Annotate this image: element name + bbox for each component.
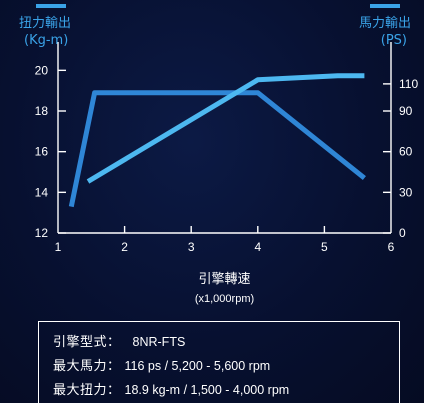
right-tick-label: 90 (399, 104, 413, 118)
x-tick-label: 1 (55, 240, 62, 254)
spec-row-max-power: 最大馬力： 116 ps / 5,200 - 5,600 rpm (53, 354, 399, 378)
horsepower-title-accent (370, 4, 400, 8)
left-tick-label: 20 (35, 63, 49, 77)
right-tick-label: 30 (399, 185, 413, 199)
axis-titles: 扭力輸出 (Kg-m) 馬力輸出 (PS) 引擎轉速 (x1,000rpm) (19, 4, 411, 305)
left-axis: 12 14 16 18 20 (35, 63, 66, 240)
left-tick-label: 16 (35, 145, 49, 159)
x-tick-label: 2 (121, 240, 128, 254)
engine-model-value: 8NR-FTS (132, 335, 186, 349)
torque-curve (68, 90, 366, 208)
horsepower-axis-title: 馬力輸出 (359, 16, 411, 31)
right-tick-label: 60 (399, 145, 413, 159)
series-layer (68, 73, 366, 208)
plot-frame (57, 42, 392, 234)
engine-model-label: 引擎型式： (53, 335, 121, 350)
right-tick-label: 0 (399, 226, 406, 240)
max-torque-label: 最大扭力： (53, 383, 121, 398)
torque-title-accent (36, 4, 66, 8)
x-tick-label: 6 (388, 240, 395, 254)
engine-spec-box: 引擎型式： 8NR-FTS 最大馬力： 116 ps / 5,200 - 5,600… (38, 321, 400, 403)
x-tick-label: 3 (188, 240, 195, 254)
horsepower-axis-unit: (PS) (381, 33, 407, 48)
x-tick-label: 5 (321, 240, 328, 254)
right-axis: 0 30 60 90 110 (383, 77, 418, 240)
spec-row-max-torque: 最大扭力： 18.9 kg-m / 1,500 - 4,000 rpm (53, 378, 399, 402)
left-tick-label: 14 (35, 185, 49, 199)
max-torque-value: 18.9 kg-m / 1,500 - 4,000 rpm (124, 383, 290, 397)
x-tick-label: 4 (254, 240, 261, 254)
right-tick-label: 110 (399, 77, 418, 91)
max-power-value: 116 ps / 5,200 - 5,600 rpm (124, 359, 271, 373)
x-axis: 1 2 3 4 5 6 (55, 226, 395, 254)
max-power-label: 最大馬力： (53, 359, 121, 374)
x-axis-title: 引擎轉速 (198, 272, 250, 287)
left-tick-label: 12 (35, 226, 49, 240)
x-axis-unit: (x1,000rpm) (195, 293, 254, 305)
torque-axis-title: 扭力輸出 (19, 16, 71, 31)
torque-axis-unit: (Kg-m) (24, 33, 68, 48)
left-tick-label: 18 (35, 104, 49, 118)
horsepower-curve (86, 73, 365, 184)
spec-row-engine-model: 引擎型式： 8NR-FTS (53, 330, 399, 354)
